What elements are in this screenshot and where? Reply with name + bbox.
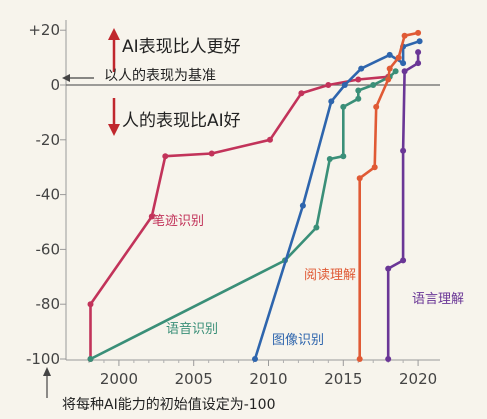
- data-point: [415, 29, 422, 36]
- data-point: [340, 153, 347, 160]
- data-point: [385, 265, 392, 272]
- x-tick-label: 2000: [100, 370, 138, 388]
- data-point: [401, 68, 408, 75]
- annotation-above: AI表现比人更好: [122, 37, 241, 57]
- label-language: 语言理解: [412, 292, 464, 307]
- y-tick-label: -40: [36, 186, 61, 204]
- data-point: [392, 68, 399, 75]
- x-ticks: 2000 2005 2010 2015 2020: [88, 360, 437, 388]
- annotation-below: 人的表现比AI好: [122, 111, 241, 131]
- annotation-start: 将每种AI能力的初始值设定为-100: [62, 396, 275, 413]
- annotation-baseline: 以人的表现为基准: [104, 67, 216, 84]
- data-point: [356, 175, 363, 182]
- data-point: [355, 87, 362, 94]
- left-arrow-head-icon: [62, 74, 70, 82]
- data-point: [325, 82, 332, 88]
- data-point: [386, 65, 393, 72]
- data-point: [162, 153, 169, 160]
- data-point: [208, 150, 215, 157]
- series-line-0: [89, 75, 390, 361]
- y-tick-label: 0: [50, 76, 60, 94]
- data-point: [355, 76, 362, 83]
- series-layer: [87, 29, 423, 362]
- data-point: [415, 49, 422, 56]
- data-point: [298, 90, 305, 97]
- y-tick-label: +20: [28, 21, 60, 39]
- y-tick-label: -60: [36, 240, 61, 258]
- x-tick-label: 2005: [175, 370, 213, 388]
- series-line-4: [386, 50, 420, 361]
- data-point: [299, 202, 306, 209]
- y-tick-label: -100: [26, 350, 60, 368]
- data-point: [328, 98, 335, 105]
- x-tick-label: 2015: [324, 370, 362, 388]
- data-point: [148, 213, 155, 220]
- y-tick-label: -20: [36, 131, 61, 149]
- data-point: [356, 356, 363, 362]
- data-point: [415, 60, 422, 67]
- data-point: [371, 164, 378, 171]
- data-point: [386, 51, 393, 58]
- data-point: [341, 82, 348, 88]
- y-tick-label: -80: [36, 295, 61, 313]
- x-tick-label: 2010: [249, 370, 287, 388]
- annotation-arrows: [43, 28, 120, 398]
- data-point: [326, 156, 333, 162]
- data-point: [313, 224, 320, 231]
- data-point: [370, 82, 377, 88]
- up-arrow-head-icon: [108, 28, 120, 40]
- data-point: [395, 54, 402, 61]
- label-handwriting: 笔迹识别: [152, 213, 204, 229]
- data-point: [400, 60, 407, 67]
- y-ticks: +20 0 -20 -40 -60 -80 -100: [26, 21, 66, 368]
- data-point: [416, 38, 423, 45]
- data-point: [355, 95, 362, 102]
- data-point: [340, 103, 347, 110]
- data-point: [373, 103, 380, 110]
- data-point: [87, 301, 94, 308]
- label-speech: 语音识别: [166, 321, 218, 337]
- data-point: [401, 32, 408, 39]
- data-point: [400, 257, 407, 264]
- label-image: 图像识别: [272, 333, 324, 348]
- data-point: [252, 356, 258, 362]
- data-point: [358, 65, 365, 72]
- data-point: [267, 136, 273, 143]
- data-point: [400, 147, 407, 154]
- start-arrow-head-icon: [43, 367, 51, 376]
- x-tick-label: 2020: [399, 370, 437, 388]
- data-point: [385, 76, 392, 83]
- data-point: [385, 356, 392, 362]
- data-point: [87, 356, 94, 362]
- series-line-2: [253, 39, 421, 361]
- label-reading: 阅读理解: [304, 268, 356, 283]
- down-arrow-head-icon: [108, 124, 120, 136]
